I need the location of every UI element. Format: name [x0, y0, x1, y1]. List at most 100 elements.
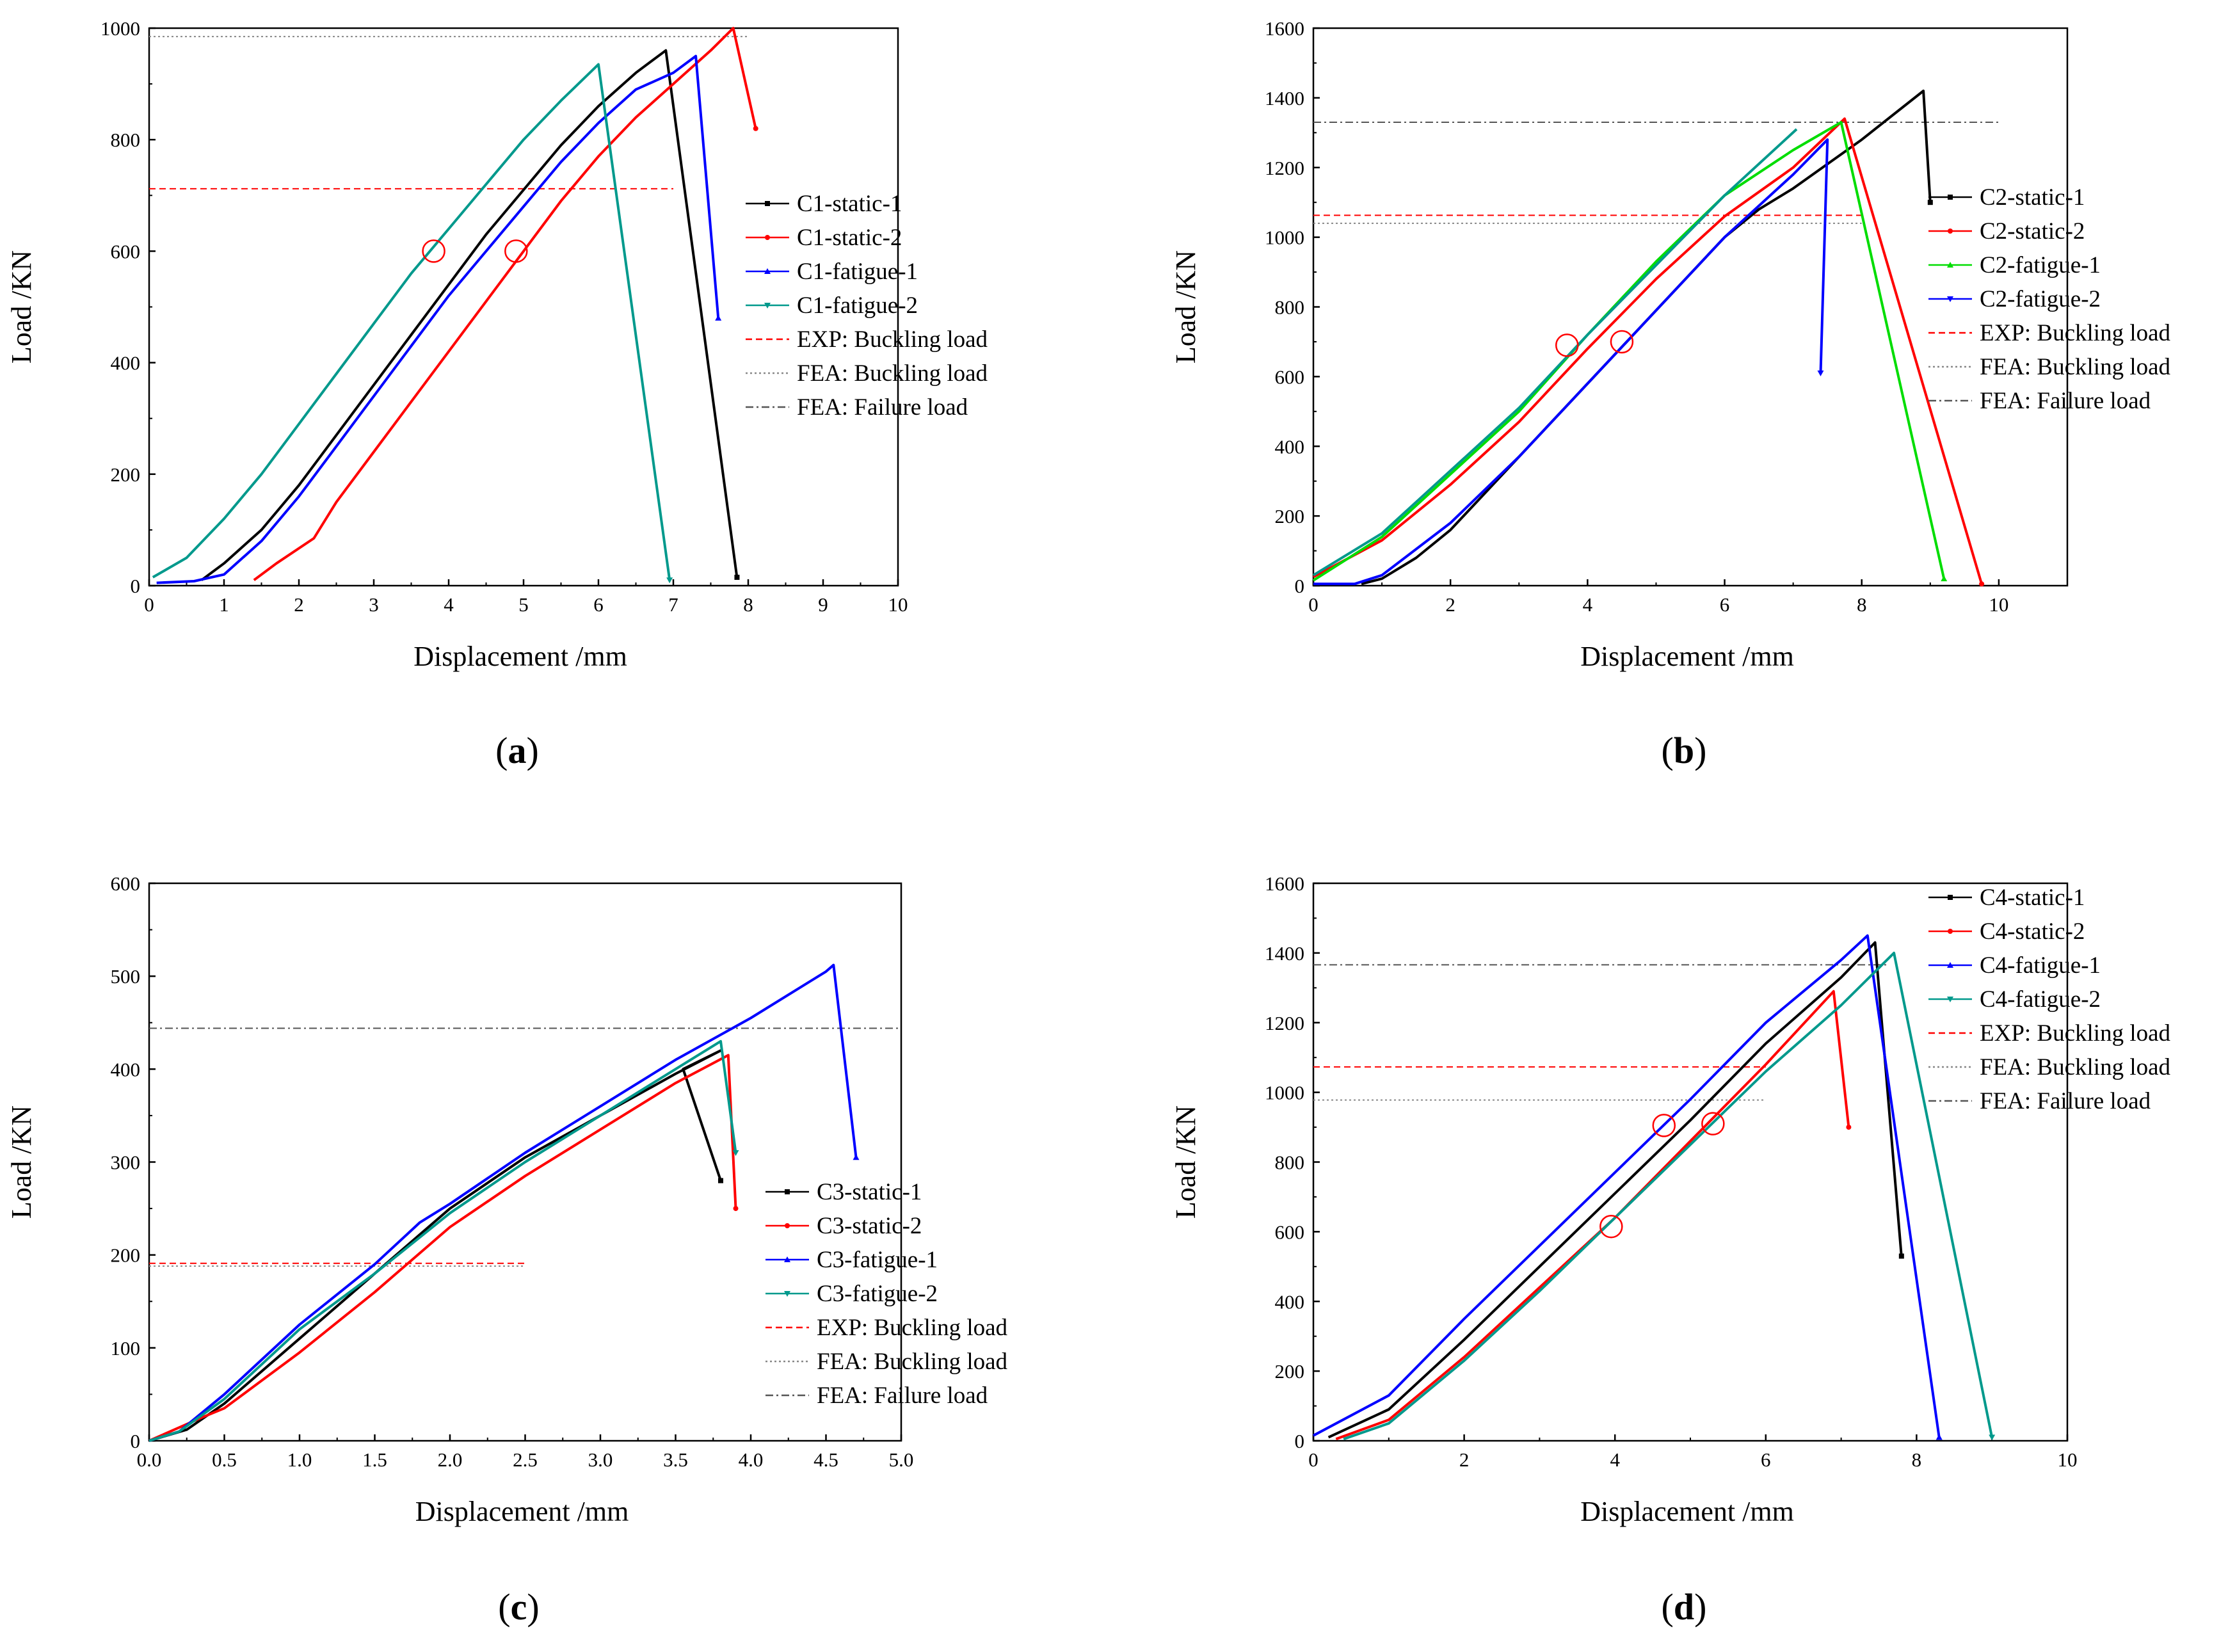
- x-tick-label: 2: [1445, 593, 1455, 616]
- annotation-circle: [1701, 1112, 1725, 1135]
- x-tick-label: 2: [1459, 1448, 1470, 1471]
- y-tick-label: 1600: [1265, 17, 1304, 40]
- legend-label: FEA: Buckling load: [1980, 1054, 2171, 1080]
- x-axis-title: Displacement /mm: [413, 641, 627, 672]
- legend-label: C4-static-2: [1980, 918, 2085, 945]
- y-tick-label: 200: [1275, 1360, 1305, 1383]
- series-line: [1312, 128, 1798, 577]
- y-tick-label: 200: [1275, 505, 1305, 527]
- y-tick-label: 600: [111, 240, 141, 262]
- y-axis-title: Load /KN: [6, 250, 37, 364]
- y-tick-label: 600: [1275, 1221, 1305, 1243]
- series-end-marker: [733, 1206, 739, 1212]
- y-tick-label: 400: [111, 1058, 141, 1080]
- series-end-marker: [1979, 581, 1985, 587]
- legend-label: EXP: Buckling load: [797, 326, 988, 353]
- legend-marker: [1948, 895, 1953, 900]
- legend-marker: [785, 1223, 790, 1228]
- x-axis-title: Displacement /mm: [1580, 641, 1794, 672]
- legend-label: C2-static-1: [1980, 184, 2085, 211]
- chart-panel-a: 0 1 2 3 4 5 6 7 8 9 10 0 200 400 600 800 1000 Displacemen…: [6, 17, 988, 771]
- chart-panel-c: 0.0 0.5 1.0 1.5 2.0 2.5 3.0 3.5 4.0 4.5 5.0 0 100 200…: [6, 872, 1008, 1628]
- x-tick-label: 2.5: [513, 1448, 538, 1471]
- legend-marker: [784, 1291, 790, 1297]
- x-tick-label: 4.0: [739, 1448, 764, 1471]
- legend-marker: [765, 235, 770, 240]
- x-tick-label: 0: [144, 593, 154, 616]
- series-end-marker: [715, 314, 722, 321]
- legend-marker: [784, 1256, 790, 1262]
- series-line: [1313, 934, 1941, 1438]
- x-tick-label: 1.0: [287, 1448, 312, 1471]
- annotation-circle: [422, 239, 445, 263]
- y-tick-label: 1200: [1265, 157, 1304, 179]
- legend-label: C1-static-1: [797, 191, 902, 217]
- y-tick-label: 1000: [100, 17, 140, 40]
- legend-label: EXP: Buckling load: [1980, 1020, 2171, 1047]
- series-end-marker: [732, 1150, 739, 1156]
- plot-frame: [1312, 27, 2069, 587]
- y-tick-label: 1400: [1265, 942, 1304, 965]
- y-tick-label: 200: [111, 463, 141, 486]
- series-end-marker: [1989, 1434, 1996, 1441]
- y-tick-label: 1000: [1265, 227, 1304, 249]
- series-end-marker: [1846, 1125, 1852, 1130]
- x-tick-label: 3: [369, 593, 379, 616]
- y-tick-label: 0: [1295, 1430, 1305, 1452]
- x-tick-label: 1: [219, 593, 229, 616]
- series-line: [152, 63, 671, 581]
- legend-label: C1-fatigue-2: [797, 293, 918, 319]
- y-tick-label: 1200: [1265, 1012, 1304, 1034]
- legend-label: FEA: Buckling load: [1980, 354, 2171, 380]
- chart-panel-d: 0 2 4 6 8 10 0 200 400 600 800 1000 1200 1400 1600 Disp…: [1170, 872, 2171, 1628]
- panel-label: (a): [495, 730, 539, 771]
- y-tick-label: 200: [111, 1244, 141, 1267]
- x-tick-label: 1.5: [362, 1448, 387, 1471]
- x-tick-label: 10: [888, 593, 908, 616]
- series-line: [148, 1054, 737, 1442]
- series-line: [148, 1039, 737, 1442]
- legend-label: FEA: Buckling load: [797, 360, 988, 387]
- y-tick-label: 400: [111, 352, 141, 374]
- series-end-marker: [1941, 575, 1948, 582]
- x-tick-label: 8: [743, 593, 753, 616]
- x-tick-label: 8: [1912, 1448, 1922, 1471]
- legend-label: FEA: Failure load: [797, 394, 968, 421]
- y-axis-title: Load /KN: [6, 1105, 37, 1219]
- legend-marker: [1948, 229, 1953, 234]
- legend-label: C3-fatigue-2: [817, 1281, 938, 1307]
- x-tick-label: 10: [2058, 1448, 2078, 1471]
- x-tick-label: 6: [1761, 1448, 1771, 1471]
- y-axis-title: Load /KN: [1170, 250, 1201, 364]
- legend-marker: [1947, 296, 1953, 302]
- legend-marker: [785, 1189, 790, 1194]
- legend-label: C4-fatigue-1: [1980, 952, 2101, 979]
- legend-marker: [1948, 929, 1953, 934]
- y-tick-label: 0: [131, 1430, 141, 1452]
- y-tick-label: 800: [1275, 1151, 1305, 1174]
- legend-label: EXP: Buckling load: [1980, 320, 2171, 346]
- series-end-marker: [853, 1154, 860, 1160]
- x-tick-label: 2.0: [438, 1448, 463, 1471]
- y-tick-label: 800: [111, 129, 141, 151]
- legend-label: FEA: Failure load: [1980, 1088, 2151, 1114]
- x-tick-label: 6: [593, 593, 604, 616]
- x-axis-title: Displacement /mm: [415, 1496, 629, 1527]
- series-line: [1343, 951, 1994, 1441]
- y-tick-label: 0: [1295, 575, 1305, 597]
- series-line: [148, 1049, 722, 1442]
- x-tick-label: 4: [1583, 593, 1593, 616]
- x-tick-label: 5.0: [889, 1448, 914, 1471]
- x-tick-label: 9: [818, 593, 828, 616]
- legend-label: C4-fatigue-2: [1980, 986, 2101, 1013]
- series-end-marker: [1898, 1253, 1904, 1259]
- y-tick-label: 100: [111, 1337, 141, 1359]
- annotation-circle: [1555, 333, 1579, 357]
- x-tick-label: 4: [1610, 1448, 1620, 1471]
- y-tick-label: 400: [1275, 1290, 1305, 1313]
- series-end-marker: [734, 574, 740, 580]
- legend-label: C3-static-2: [817, 1213, 922, 1239]
- series-line: [200, 49, 739, 581]
- series-end-marker: [1927, 200, 1933, 205]
